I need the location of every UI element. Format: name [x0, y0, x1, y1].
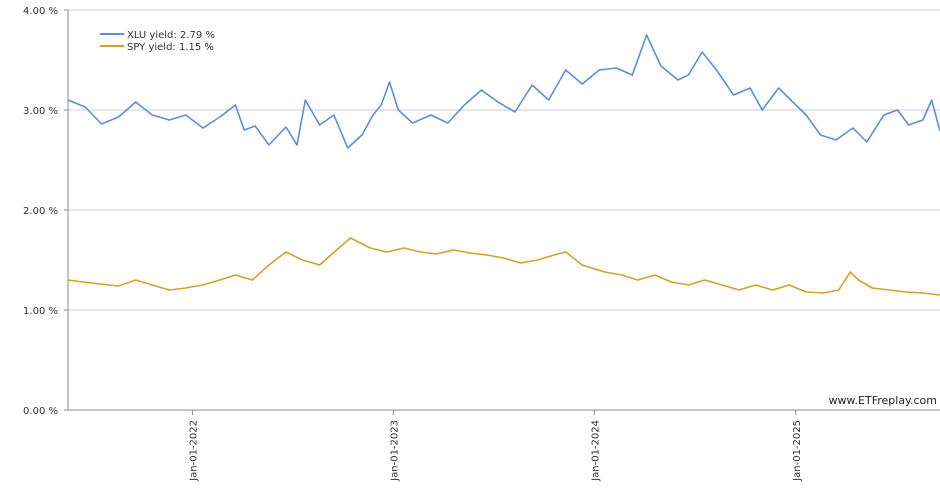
y-tick-label: 2.00 % [23, 206, 58, 217]
y-tick-label: 0.00 % [23, 406, 58, 417]
y-tick-label: 4.00 % [23, 6, 58, 17]
x-axis-ticks: Jan-01-2022 Jan-01-2023 Jan-01-2024 Jan-01-… [188, 410, 803, 482]
x-tick-label: Jan-01-2024 [590, 420, 601, 482]
spy-yield-line [67, 237, 940, 296]
y-tick-label: 1.00 % [23, 306, 58, 317]
legend-label-xlu: XLU yield: 2.79 % [127, 30, 215, 41]
y-tick-label: 3.00 % [23, 106, 58, 117]
legend-label-spy: SPY yield: 1.15 % [127, 42, 214, 53]
credit-text: www.ETFreplay.com [829, 394, 937, 407]
x-tick-label: Jan-01-2022 [188, 420, 199, 482]
y-axis-tick-labels: 0.00 % 1.00 % 2.00 % 3.00 % 4.00 % [23, 6, 58, 417]
horizontal-gridlines [64, 9, 940, 411]
x-tick-label: Jan-01-2025 [792, 420, 803, 482]
xlu-yield-line [67, 34, 940, 149]
x-tick-label: Jan-01-2023 [389, 420, 400, 482]
series-lines [67, 34, 940, 296]
legend: XLU yield: 2.79 % SPY yield: 1.15 % [100, 30, 215, 53]
